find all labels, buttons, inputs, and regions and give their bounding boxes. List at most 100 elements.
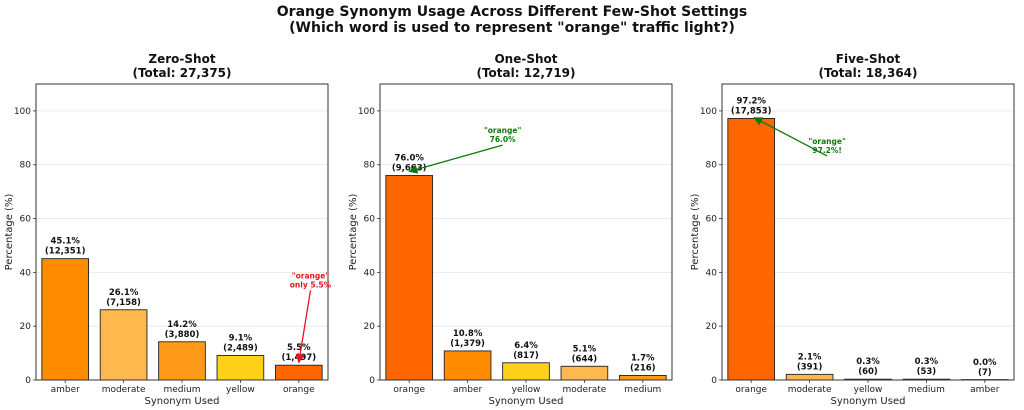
panel-title-line1: One-Shot <box>494 52 557 66</box>
y-tick-label: 20 <box>20 322 32 332</box>
x-tick-label: medium <box>624 385 661 395</box>
y-tick-label: 40 <box>364 268 376 278</box>
x-tick-label: amber <box>453 385 483 395</box>
x-tick-label: amber <box>970 385 1000 395</box>
y-tick-label: 20 <box>364 322 376 332</box>
bar-count-label: (7) <box>978 368 992 378</box>
bar-pct-label: 9.1% <box>229 334 253 344</box>
bar-pct-label: 0.3% <box>856 357 880 367</box>
panel-title-line2: (Total: 12,719) <box>476 66 575 80</box>
figure-title-line1: Orange Synonym Usage Across Different Fe… <box>277 4 747 20</box>
x-tick-label: yellow <box>512 385 541 395</box>
bar-yellow <box>216 355 265 381</box>
y-axis-label: Percentage (%) <box>4 194 15 271</box>
bar-pct-label: 76.0% <box>394 153 424 163</box>
x-axis-label: Synonym Used <box>831 396 906 407</box>
bar-count-label: (7,158) <box>106 298 141 308</box>
bar-pct-label: 6.4% <box>514 341 538 351</box>
y-tick-label: 80 <box>706 161 718 171</box>
bar-pct-label: 1.7% <box>631 353 655 363</box>
annotation-text-line1: "orange" <box>808 137 846 146</box>
bar-moderate <box>99 309 148 381</box>
x-tick-label: yellow <box>854 385 883 395</box>
y-tick-label: 60 <box>364 215 376 225</box>
panel-title-line2: (Total: 27,375) <box>132 66 231 80</box>
annotation-text-line1: "orange" <box>292 271 330 280</box>
x-tick-label: amber <box>51 385 81 395</box>
x-tick-label: medium <box>164 385 201 395</box>
bar-count-label: (12,351) <box>45 247 86 257</box>
bar-count-label: (644) <box>572 354 598 364</box>
bar-count-label: (17,853) <box>731 106 772 116</box>
bar-count-label: (216) <box>630 363 656 373</box>
y-tick-label: 100 <box>700 107 717 117</box>
bar-count-label: (391) <box>797 362 823 372</box>
chart-panel-2: 76.0%(9,663)orange10.8%(1,379)amber6.4%(… <box>348 52 673 407</box>
panel-title-line2: (Total: 18,364) <box>818 66 917 80</box>
bar-amber <box>443 350 492 381</box>
x-tick-label: orange <box>735 385 767 395</box>
bar-count-label: (2,489) <box>223 344 258 354</box>
bar-yellow <box>502 362 550 381</box>
bar-pct-label: 2.1% <box>798 352 822 362</box>
y-tick-label: 80 <box>20 161 32 171</box>
chart-panel-1: 45.1%(12,351) amber 26.1%(7,158) moderate 14… <box>4 52 332 407</box>
bar-medium <box>618 374 667 381</box>
axes-frame <box>721 83 1015 381</box>
bar-pct-label: 5.5% <box>287 343 311 353</box>
annotation-text-line2: 76.0% <box>490 135 517 144</box>
bar-pct-label: 10.8% <box>453 329 483 339</box>
chart-panel-3: 97.2%(17,853) orange 2.1%(391) moderate 0.3%… <box>690 52 1015 407</box>
x-tick-label: moderate <box>788 385 832 395</box>
bar-count-label: (817) <box>513 351 539 361</box>
annotation-text-line2: only 5.5% <box>290 280 332 289</box>
bar-pct-label: 0.3% <box>915 357 939 367</box>
annotation-arrow <box>295 290 312 364</box>
annotation-text-line1: "orange" <box>484 126 522 135</box>
bar-orange <box>274 364 323 381</box>
x-axis-label: Synonym Used <box>489 396 564 407</box>
x-tick-label: moderate <box>562 385 606 395</box>
figure-title-line2: (Which word is used to represent "orange… <box>289 20 735 36</box>
axes-frame <box>379 83 673 381</box>
panel-title-line1: Zero-Shot <box>148 52 215 66</box>
y-tick-label: 60 <box>20 215 32 225</box>
y-tick-label: 100 <box>14 107 31 117</box>
y-axis-label: Percentage (%) <box>690 194 701 271</box>
y-axis-label: Percentage (%) <box>348 194 359 271</box>
y-tick-label: 0 <box>711 376 717 386</box>
bar-orange <box>727 117 776 381</box>
y-tick-label: 80 <box>364 161 376 171</box>
bar-moderate <box>785 373 834 381</box>
axes-frame <box>35 83 329 381</box>
bar-moderate <box>560 365 609 381</box>
bar-orange <box>385 175 434 381</box>
panel-title-line1: Five-Shot <box>836 52 901 66</box>
y-tick-label: 20 <box>706 322 718 332</box>
annotation-text-line2: 97.2%! <box>812 146 841 155</box>
annotation-arrow <box>753 117 828 157</box>
bar-pct-label: 26.1% <box>109 288 139 298</box>
bar-amber <box>41 258 90 381</box>
x-tick-label: yellow <box>226 385 255 395</box>
annotation-arrow <box>408 144 503 174</box>
bar-pct-label: 97.2% <box>736 96 766 106</box>
bar-pct-label: 5.1% <box>573 344 597 354</box>
x-axis-label: Synonym Used <box>145 396 220 407</box>
bar-pct-label: 0.0% <box>973 358 997 368</box>
x-tick-label: orange <box>283 385 315 395</box>
bar-medium <box>158 341 206 381</box>
bar-count-label: (60) <box>858 367 878 377</box>
y-tick-label: 0 <box>369 376 375 386</box>
y-tick-label: 40 <box>20 268 32 278</box>
y-tick-label: 60 <box>706 215 718 225</box>
bar-pct-label: 14.2% <box>167 320 197 330</box>
bar-count-label: (1,379) <box>450 339 485 349</box>
x-tick-label: moderate <box>102 385 146 395</box>
y-tick-label: 40 <box>706 268 718 278</box>
bar-count-label: (3,880) <box>165 330 200 340</box>
bar-pct-label: 45.1% <box>50 237 80 247</box>
y-tick-label: 0 <box>25 376 31 386</box>
y-tick-label: 100 <box>358 107 375 117</box>
